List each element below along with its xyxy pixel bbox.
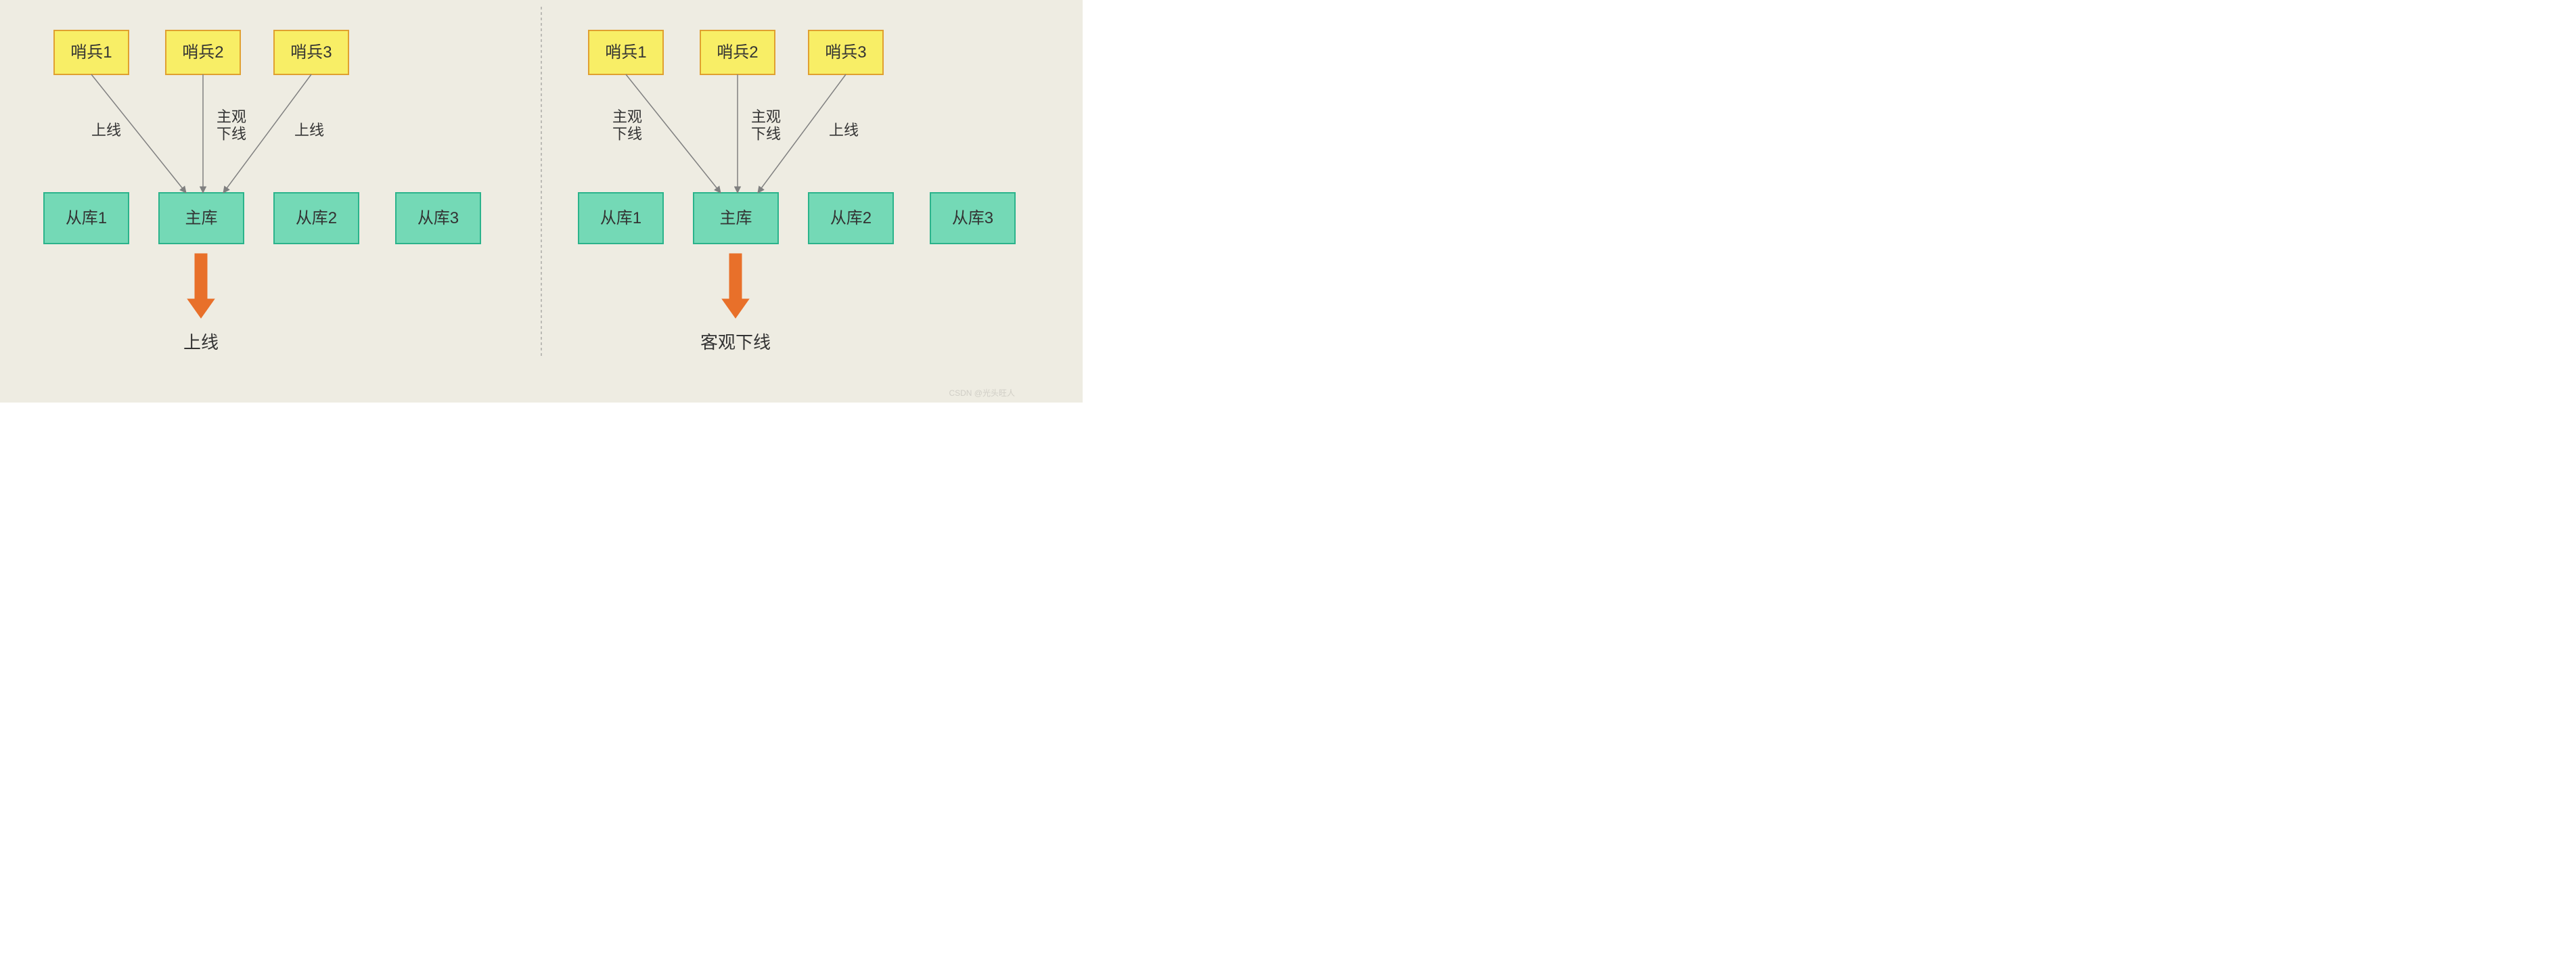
watermark: CSDN @光头旺人 xyxy=(949,388,1015,398)
left-result-label: 上线 xyxy=(183,332,219,352)
left-sentinel-2-label: 哨兵2 xyxy=(182,43,223,62)
right-db-1-label: 从库1 xyxy=(600,209,641,227)
left-db-4-label: 从库3 xyxy=(417,209,459,227)
right-edge-1-label: 主观下线 xyxy=(612,108,642,142)
right-edge-3-label: 上线 xyxy=(829,122,859,139)
right-db-2-label: 主库 xyxy=(720,209,752,227)
right-edge-2-label: 主观下线 xyxy=(751,108,781,142)
left-edge-3-label: 上线 xyxy=(294,122,324,139)
right-db-4-label: 从库3 xyxy=(952,209,993,227)
right-result-label: 客观下线 xyxy=(700,332,771,352)
left-sentinel-3-label: 哨兵3 xyxy=(290,43,332,62)
left-edge-1-label: 上线 xyxy=(91,122,121,139)
left-db-1-label: 从库1 xyxy=(66,209,107,227)
right-sentinel-3-label: 哨兵3 xyxy=(825,43,866,62)
left-sentinel-1-label: 哨兵1 xyxy=(70,43,112,62)
left-db-2-label: 主库 xyxy=(185,209,218,227)
left-db-3-label: 从库2 xyxy=(296,209,337,227)
diagram-canvas: 哨兵1哨兵2哨兵3从库1主库从库2从库3上线主观下线上线上线哨兵1哨兵2哨兵3从… xyxy=(0,0,1083,403)
right-db-3-label: 从库2 xyxy=(830,209,872,227)
right-sentinel-1-label: 哨兵1 xyxy=(605,43,646,62)
right-sentinel-2-label: 哨兵2 xyxy=(717,43,758,62)
left-edge-2-label: 主观下线 xyxy=(217,108,246,142)
